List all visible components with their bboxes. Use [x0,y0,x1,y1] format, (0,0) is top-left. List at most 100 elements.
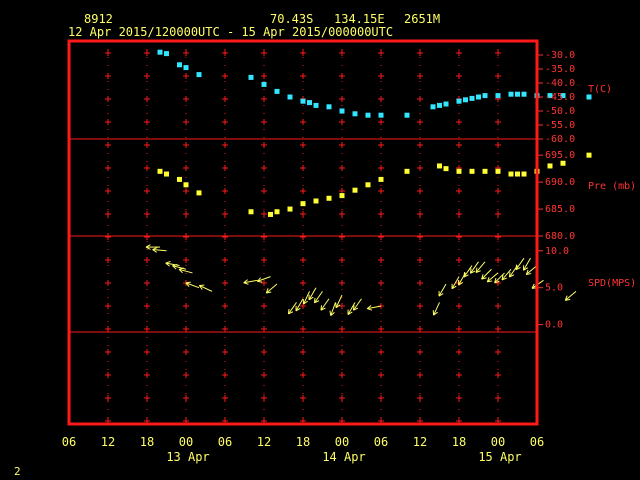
wind-arrow-shaft [265,283,278,294]
temperature-point [300,98,306,104]
wind-arrow-shaft [564,291,577,301]
pressure-point [248,209,254,215]
wind-arrow-shaft [481,268,492,280]
wind-arrow [265,283,278,294]
day-label: 13 Apr [166,450,209,464]
wind-arrow [564,291,577,301]
wind-arrow [475,261,486,274]
pressure-point [482,168,488,174]
y-tick-label: 10.0 [545,246,569,257]
y-tick-label: -45.0 [545,92,575,103]
wind-arrow-head [257,280,263,283]
wind-arrow-head [481,277,487,280]
wind-arrow-head [515,266,521,271]
pressure-point [456,168,462,174]
pressure-point [177,176,182,182]
y-tick-label: -35.0 [545,64,575,75]
wind-arrow-head [165,261,171,264]
latitude: 70.43S [270,12,314,26]
wind-arrow [185,281,200,289]
y-tick-label: -30.0 [545,50,575,61]
temperature-point [521,91,527,97]
wind-arrow-shaft [451,276,460,289]
wind-arrow [469,261,479,274]
temperature-point [482,93,488,99]
pressure-point [326,195,332,201]
wind-arrow-head [531,283,535,289]
temperature-point [495,93,501,99]
wind-arrow-head [288,311,294,315]
hour-label: 06 [62,435,76,449]
wind-arrow-head [152,247,158,251]
wind-arrow-shaft [308,287,317,301]
day-label: 15 Apr [478,450,521,464]
wind-arrow-head [494,280,500,284]
hour-label: 18 [452,435,466,449]
temperature-point [287,94,293,100]
wind-arrow-head [335,304,341,309]
temperature-point [307,100,312,106]
wind-arrow-head [313,297,316,303]
pressure-point [183,182,189,188]
date-range: 12 Apr 2015/120000UTC - 15 Apr 2015/0000… [68,25,394,39]
wind-arrow-head [470,270,476,274]
wind-arrow-head [367,308,373,311]
wind-arrow-head [266,291,272,294]
temperature-point [404,112,410,118]
wind-arrow-head [366,305,372,309]
wind-arrow-shaft [347,302,356,315]
wind-arrow-shaft [353,298,362,311]
pressure-point [268,211,273,217]
temperature-point [352,111,358,117]
pressure-point [547,163,553,169]
wind-arrow-shaft [438,283,447,297]
temperature-point [326,104,332,110]
wind-arrow-head [243,282,249,285]
hour-label: 06 [374,435,388,449]
wind-arrow-head [486,277,490,283]
pressure-point [196,190,202,196]
wind-arrow-shaft [486,272,499,283]
wind-arrow [501,268,512,281]
wind-arrow-head [265,288,269,294]
pressure-point [274,209,280,215]
wind-arrow-shaft [303,291,310,305]
wind-arrow-head [481,274,484,280]
elevation: 2651M [404,12,441,26]
temperature-point [164,51,169,57]
wind-arrow-shaft [463,265,473,278]
wind-arrow [486,272,499,283]
temperature-point [437,102,442,108]
wind-arrow [438,283,447,297]
y-tick-label: 690.0 [545,177,575,188]
wind-arrow [335,294,343,309]
wind-arrow-shaft [178,268,193,274]
temperature-point [261,81,267,87]
hour-label: 12 [413,435,427,449]
wind-arrow-head [451,285,457,290]
y-tick-label: 680.0 [545,231,575,242]
wind-arrow [313,291,323,304]
temperature-point [378,112,384,118]
wind-arrow-head [303,300,308,305]
wind-arrow-head [329,310,332,316]
wind-arrow-head [433,311,438,316]
wind-arrow-shaft [257,276,271,282]
wind-arrow-head [256,277,262,282]
wind-arrow-head [501,277,507,281]
wind-arrow-shaft [288,302,297,315]
wind-arrow-head [525,269,529,275]
wind-arrow [463,265,473,278]
hour-label: 18 [296,435,310,449]
wind-arrow-head [526,273,532,276]
temperature-point [274,88,280,94]
temperature-point [365,112,371,118]
wind-arrow-head [352,305,355,311]
wind-arrow [302,291,310,305]
wind-arrow-shaft [152,249,167,252]
wind-arrow-head [515,264,518,270]
wind-arrow [243,279,258,285]
wind-arrow-shaft [314,291,323,304]
wind-arrow [145,244,160,250]
hour-label: 00 [491,435,505,449]
